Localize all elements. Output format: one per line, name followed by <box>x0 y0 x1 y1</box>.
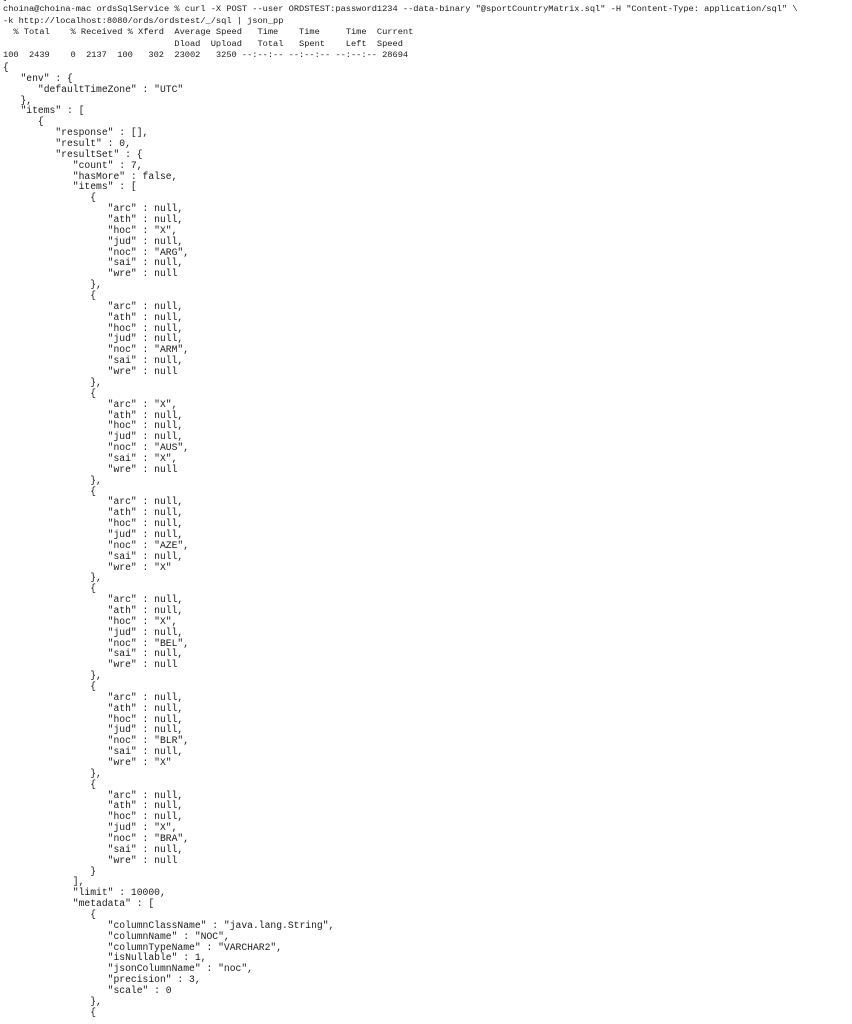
json-line: "noc" : "BEL", <box>3 637 190 649</box>
terminal-line: -k http://localhost:8080/ords/ordstest/_… <box>3 15 284 26</box>
json-line: { <box>3 583 97 595</box>
json-line: "wre" : null <box>3 659 178 671</box>
json-line: "noc" : "AZE", <box>3 539 190 551</box>
json-line: { <box>3 290 97 302</box>
json-output: { "env" : { "defaultTimeZone" : "UTC" },… <box>3 62 335 1019</box>
json-line: "precision" : 3, <box>3 974 201 986</box>
json-line: "wre" : null <box>3 854 178 866</box>
json-line: "jud" : null, <box>3 528 184 540</box>
json-line: { <box>3 778 97 790</box>
terminal-line: Dload Upload Total Spent Left Speed <box>3 38 403 49</box>
json-line: "jud" : "X", <box>3 822 178 834</box>
json-line: "count" : 7, <box>3 159 143 171</box>
json-line: "jud" : null, <box>3 431 184 443</box>
json-line: }, <box>3 474 102 486</box>
json-line: "sai" : "X", <box>3 452 178 464</box>
json-line: "noc" : "ARM", <box>3 344 190 356</box>
json-line: "hoc" : null, <box>3 420 184 432</box>
json-line: "wre" : null <box>3 268 178 280</box>
previous-output-fragment: } <box>3 0 8 2</box>
json-line: "arc" : "X", <box>3 398 178 410</box>
json-line: { <box>3 62 9 73</box>
json-line: "columnName" : "NOC", <box>3 930 230 942</box>
json-line: "metadata" : [ <box>3 898 155 910</box>
json-line: "scale" : 0 <box>3 985 172 997</box>
json-line: "jud" : null, <box>3 333 184 345</box>
json-line: "noc" : "ARG", <box>3 246 190 258</box>
json-line: "resultSet" : { <box>3 148 143 160</box>
json-line: "defaultTimeZone" : "UTC" <box>3 83 184 95</box>
json-line: "hoc" : "X", <box>3 224 178 236</box>
json-line: "hoc" : null, <box>3 811 184 823</box>
json-line: "columnTypeName" : "VARCHAR2", <box>3 941 283 953</box>
json-line: }, <box>3 94 33 106</box>
json-line: "items" : [ <box>3 105 85 117</box>
json-line: "sai" : null, <box>3 355 184 367</box>
json-line: "hoc" : null, <box>3 518 184 530</box>
json-line: "jud" : null, <box>3 235 184 247</box>
json-line: "arc" : null, <box>3 594 184 606</box>
json-line: { <box>3 485 97 497</box>
json-line: "hasMore" : false, <box>3 170 178 182</box>
json-line: "jud" : null, <box>3 626 184 638</box>
json-line: "ath" : null, <box>3 214 184 226</box>
terminal-line: choina@choina-mac ordsSqlService % curl … <box>3 4 798 14</box>
json-line: "items" : [ <box>3 181 137 193</box>
json-line: { <box>3 680 97 692</box>
json-line: ], <box>3 876 85 888</box>
json-line: "jud" : null, <box>3 724 184 736</box>
json-line: }, <box>3 995 102 1007</box>
json-line: "sai" : null, <box>3 843 184 855</box>
json-line: "noc" : "AUS", <box>3 442 190 454</box>
json-line: { <box>3 116 44 128</box>
json-line: "env" : { <box>3 72 73 84</box>
json-line: "wre" : null <box>3 463 178 475</box>
terminal-line: % Total % Received % Xferd Average Speed… <box>3 27 414 38</box>
json-line: { <box>3 387 97 399</box>
json-line: }, <box>3 767 102 779</box>
json-line: "ath" : null, <box>3 800 184 812</box>
json-line: "arc" : null, <box>3 691 184 703</box>
json-line: "arc" : null, <box>3 300 184 312</box>
json-line: "wre" : null <box>3 366 178 378</box>
json-line: "sai" : null, <box>3 648 184 660</box>
json-line: "arc" : null, <box>3 496 184 508</box>
json-line: "hoc" : null, <box>3 713 184 725</box>
json-line: "hoc" : "X", <box>3 615 178 627</box>
json-line: { <box>3 1006 97 1018</box>
json-line: "columnClassName" : "java.lang.String", <box>3 919 335 931</box>
json-line: "arc" : null, <box>3 203 184 215</box>
curl-command-and-progress: choina@choina-mac ordsSqlService % curl … <box>3 4 798 62</box>
json-line: "result" : 0, <box>3 138 131 150</box>
json-line: "response" : [], <box>3 127 149 139</box>
json-line: "ath" : null, <box>3 311 184 323</box>
terminal-line: 100 2439 0 2137 100 302 23002 3250 --:--… <box>3 50 409 61</box>
json-line: "sai" : null, <box>3 550 184 562</box>
json-line: }, <box>3 572 102 584</box>
json-line: { <box>3 192 97 204</box>
json-line: }, <box>3 670 102 682</box>
json-line: "sai" : null, <box>3 746 184 758</box>
json-line: "ath" : null, <box>3 507 184 519</box>
json-line: { <box>3 909 97 921</box>
json-line: "hoc" : null, <box>3 322 184 334</box>
json-line: "isNullable" : 1, <box>3 952 207 964</box>
json-line: "noc" : "BRA", <box>3 833 190 845</box>
json-line: "ath" : null, <box>3 702 184 714</box>
json-line: "ath" : null, <box>3 604 184 616</box>
json-line: "wre" : "X" <box>3 757 172 768</box>
json-line: "arc" : null, <box>3 789 184 801</box>
json-line: } <box>3 865 97 877</box>
json-line: }, <box>3 376 102 388</box>
json-line: "sai" : null, <box>3 257 184 269</box>
json-line: }, <box>3 279 102 291</box>
json-line: "jsonColumnName" : "noc", <box>3 963 253 975</box>
json-line: "wre" : "X" <box>3 561 172 573</box>
json-line: "ath" : null, <box>3 409 184 421</box>
json-line: "noc" : "BLR", <box>3 735 190 747</box>
json-line: "limit" : 10000, <box>3 887 166 899</box>
